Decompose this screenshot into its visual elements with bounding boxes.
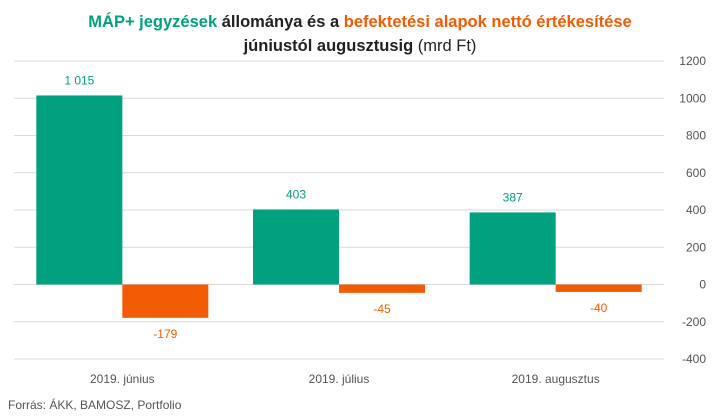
title-mid: állománya és a bbox=[221, 13, 340, 31]
x-tick-label: 2019. június bbox=[90, 372, 155, 386]
data-label: -40 bbox=[590, 301, 608, 315]
y-tick-label: -400 bbox=[682, 352, 706, 366]
data-label: 1 015 bbox=[64, 73, 94, 87]
y-tick-label: 400 bbox=[686, 203, 706, 217]
y-tick-label: 600 bbox=[686, 166, 706, 180]
chart-title: MÁP+ jegyzések állománya és a befektetés… bbox=[0, 10, 720, 58]
data-label: 403 bbox=[286, 187, 306, 201]
x-tick-label: 2019. július bbox=[309, 372, 370, 386]
data-label: -179 bbox=[153, 327, 177, 341]
y-tick-label: 800 bbox=[686, 129, 706, 143]
bar-orange bbox=[555, 284, 642, 292]
y-tick-label: -200 bbox=[682, 315, 706, 329]
title-line2: júniustól augusztusig bbox=[243, 37, 414, 55]
bar-orange bbox=[339, 284, 425, 293]
y-tick-label: 200 bbox=[686, 240, 706, 254]
bar-green bbox=[469, 212, 556, 285]
title-series1: MÁP+ jegyzések bbox=[88, 13, 218, 31]
data-label: -45 bbox=[373, 302, 391, 316]
y-tick-label: 1000 bbox=[679, 91, 706, 105]
y-tick-label: 1200 bbox=[679, 54, 706, 68]
data-label: 387 bbox=[503, 190, 523, 204]
bar-orange bbox=[122, 284, 209, 318]
title-unit: (mrd Ft) bbox=[417, 37, 477, 55]
title-series2: befektetési alapok nettó értékesítése bbox=[343, 13, 632, 31]
bar-green bbox=[36, 95, 123, 285]
bar-green bbox=[253, 209, 339, 285]
y-tick-label: 0 bbox=[699, 278, 706, 292]
x-tick-label: 2019. augusztus bbox=[512, 372, 600, 386]
source-note: Forrás: ÁKK, BAMOSZ, Portfolio bbox=[8, 398, 182, 412]
